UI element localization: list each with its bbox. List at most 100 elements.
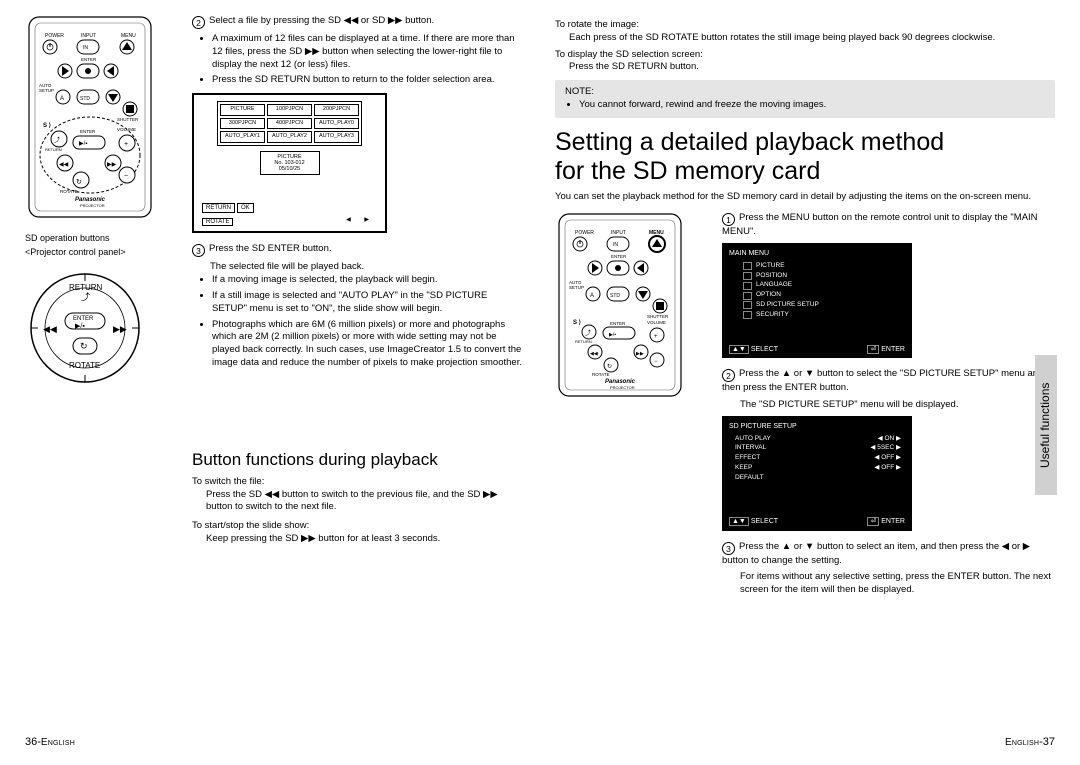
section-intro: You can set the playback method for the …: [555, 191, 1055, 204]
remote-caption-1: SD operation buttons: [25, 232, 180, 244]
rotate-text: Each press of the SD ROTATE button rotat…: [555, 32, 1055, 45]
step-3-bullets: If a moving image is selected, the playb…: [192, 274, 525, 370]
screen-nav-arrows: ◀ ▶: [346, 216, 375, 224]
svg-text:↻: ↻: [607, 363, 612, 370]
svg-text:ENTER: ENTER: [81, 57, 97, 62]
svg-text:▶▶: ▶▶: [636, 351, 644, 357]
svg-text:ROTATE: ROTATE: [592, 372, 610, 377]
start-stop-text: Keep pressing the SD ▶▶ button for at le…: [192, 533, 525, 546]
display-sel-text: Press the SD RETURN button.: [555, 61, 1055, 74]
right-step-1-number: 1: [722, 213, 735, 226]
display-sel-heading: To display the SD selection screen:: [555, 49, 1055, 62]
svg-text:▶/▪: ▶/▪: [79, 141, 87, 147]
main-menu-title: MAIN MENU: [727, 248, 907, 259]
right-step-3-text: Press the ▲ or ▼ button to select an ite…: [722, 541, 1030, 566]
right-step-3-number: 3: [722, 542, 735, 555]
selected-file-info: PICTURE No. 103-012 05/10/25: [260, 151, 320, 175]
right-step-1: 1Press the MENU button on the remote con…: [722, 212, 1055, 239]
screen-ok-button: OK: [237, 203, 254, 213]
svg-text:−: −: [654, 359, 658, 365]
screen-return-button: RETURN: [202, 203, 235, 213]
remote-caption-2: <Projector control panel>: [25, 246, 180, 258]
control-dial-diagram: RETURN ⤴ ENTER ▶/▪ ◀◀ ▶▶ ↻ ROTATE: [25, 268, 145, 388]
svg-text:▶/▪: ▶/▪: [75, 323, 85, 330]
svg-text:RETURN: RETURN: [45, 147, 62, 152]
svg-text:POWER: POWER: [45, 33, 64, 39]
right-page: To rotate the image: Each press of the S…: [555, 15, 1055, 750]
step-2: 2 Select a file by pressing the SD ◀◀ or …: [192, 15, 525, 29]
step-2-bullets: A maximum of 12 files can be displayed a…: [192, 33, 525, 87]
step-3-bullet-2: If a still image is selected and "AUTO P…: [212, 290, 525, 316]
step-2-bullet-2: Press the SD RETURN button to return to …: [212, 74, 525, 87]
step-2-number: 2: [192, 16, 205, 29]
side-tab: Useful functions: [1035, 355, 1057, 495]
svg-text:PROJECTOR: PROJECTOR: [610, 385, 635, 390]
svg-text:↻: ↻: [80, 341, 88, 351]
step-3-number: 3: [192, 244, 205, 257]
rotate-heading: To rotate the image:: [555, 19, 1055, 32]
step-2-text: Select a file by pressing the SD ◀◀ or S…: [209, 15, 434, 26]
svg-text:▶/▪: ▶/▪: [609, 332, 616, 338]
svg-text:RETURN: RETURN: [69, 283, 103, 292]
section-heading: Setting a detailed playback method for t…: [555, 128, 1055, 186]
switch-file-text: Press the SD ◀◀ button to switch to the …: [192, 489, 525, 515]
svg-text:ENTER: ENTER: [610, 321, 626, 326]
svg-text:⤴: ⤴: [81, 291, 90, 302]
right-step-3: 3Press the ▲ or ▼ button to select an it…: [722, 541, 1055, 568]
note-box: NOTE: You cannot forward, rewind and fre…: [555, 80, 1055, 118]
svg-text:STD: STD: [610, 293, 620, 299]
svg-text:ROTATE: ROTATE: [69, 361, 100, 370]
sd-selection-screen-diagram: PICTURE100PJPCN200PJPCN 300PJPCN400PJPCN…: [192, 93, 387, 233]
svg-text:POWER: POWER: [575, 230, 594, 236]
svg-text:+: +: [654, 334, 658, 340]
svg-text:RETURN: RETURN: [575, 339, 592, 344]
switch-file-heading: To switch the file:: [192, 476, 525, 489]
svg-text:IN: IN: [83, 45, 88, 51]
file-grid: PICTURE100PJPCN200PJPCN 300PJPCN400PJPCN…: [217, 101, 362, 145]
svg-text:▶▶: ▶▶: [107, 162, 117, 168]
svg-text:SETUP: SETUP: [569, 285, 584, 290]
svg-text:SHUTTER: SHUTTER: [117, 117, 139, 122]
svg-text:◀◀: ◀◀: [590, 351, 598, 357]
button-functions-heading: Button functions during playback: [192, 449, 525, 472]
main-menu-screen: MAIN MENU PICTURE POSITION LANGUAGE OPTI…: [722, 243, 912, 358]
svg-text:S ⟩: S ⟩: [573, 319, 581, 326]
svg-text:ENTER: ENTER: [73, 316, 94, 322]
note-label: NOTE:: [565, 86, 1045, 99]
step-3-bullet-1: If a moving image is selected, the playb…: [212, 274, 525, 287]
step-3-text: Press the SD ENTER button.: [209, 243, 332, 254]
left-page: POWER INPUT MENU IN ENTER AUTOSETUP A ST…: [25, 15, 525, 750]
svg-text:ENTER: ENTER: [80, 129, 96, 134]
svg-text:PROJECTOR: PROJECTOR: [80, 203, 105, 208]
svg-text:A: A: [60, 96, 64, 102]
right-step-2: 2Press the ▲ or ▼ button to select the "…: [722, 368, 1055, 395]
svg-text:VOLUME: VOLUME: [117, 127, 136, 132]
svg-text:SHUTTER: SHUTTER: [647, 314, 669, 319]
svg-text:ENTER: ENTER: [611, 254, 627, 259]
step-3-bullet-3: Photographs which are 6M (6 million pixe…: [212, 319, 525, 370]
step-3-subtext: The selected file will be played back.: [192, 261, 525, 274]
sd-setup-screen: SD PICTURE SETUP AUTO PLAY◀ ON ▶ INTERVA…: [722, 416, 912, 531]
svg-text:⤴: ⤴: [585, 329, 591, 337]
svg-text:VOLUME: VOLUME: [647, 320, 666, 325]
right-step-2-number: 2: [722, 369, 735, 382]
svg-text:ROTATE: ROTATE: [60, 189, 78, 194]
svg-text:INPUT: INPUT: [611, 230, 626, 236]
svg-text:A: A: [590, 293, 594, 299]
svg-text:MENU: MENU: [121, 33, 136, 39]
svg-text:S ⟩: S ⟩: [43, 122, 51, 129]
screen-rotate-button: ROTATE: [202, 218, 233, 226]
svg-text:INPUT: INPUT: [81, 33, 96, 39]
svg-text:↻: ↻: [76, 179, 82, 186]
remote-control-diagram: POWER INPUT MENU IN ENTER AUTOSETUP A ST…: [25, 15, 155, 225]
step-2-bullet-1: A maximum of 12 files can be displayed a…: [212, 33, 525, 71]
right-step-2-text: Press the ▲ or ▼ button to select the "S…: [722, 368, 1043, 393]
svg-text:⤴: ⤴: [54, 136, 60, 144]
sd-setup-title: SD PICTURE SETUP: [727, 421, 907, 432]
svg-text:IN: IN: [613, 242, 618, 248]
svg-text:+: +: [124, 141, 128, 148]
page-footer-left: 36-English: [25, 735, 75, 750]
right-step-2-subtext: The "SD PICTURE SETUP" menu will be disp…: [722, 399, 1055, 412]
start-stop-heading: To start/stop the slide show:: [192, 520, 525, 533]
svg-text:SETUP: SETUP: [39, 88, 54, 93]
